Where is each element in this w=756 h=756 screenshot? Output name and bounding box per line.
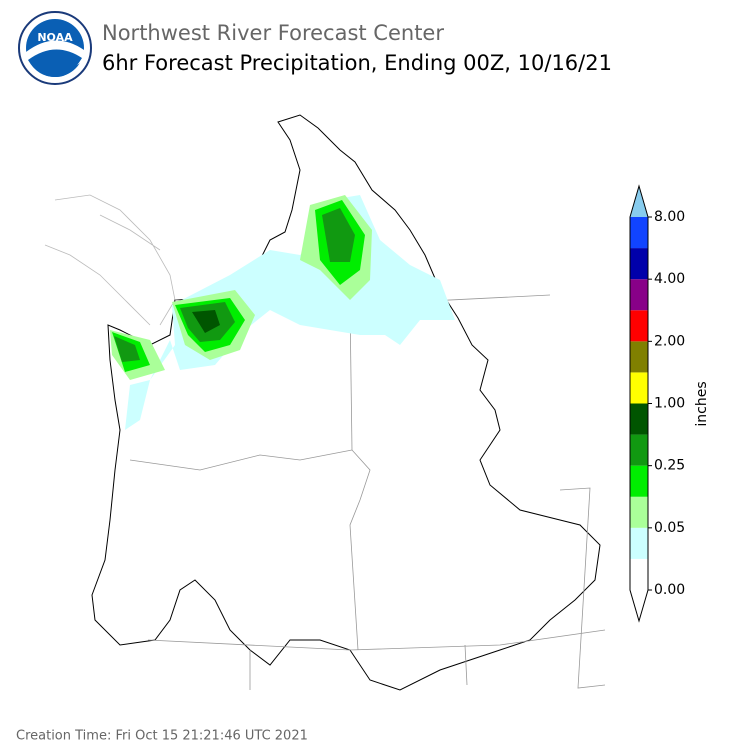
subtitle: 6hr Forecast Precipitation, Ending 00Z, … bbox=[102, 51, 612, 75]
colorbar-segment bbox=[630, 434, 648, 466]
colorbar-tick-label: 0.25 bbox=[654, 458, 685, 474]
canada-coast bbox=[44, 194, 176, 326]
colorbar-segment bbox=[630, 279, 648, 311]
colorbar-label: inches bbox=[694, 381, 710, 426]
colorbar-under bbox=[630, 590, 648, 621]
colorbar-tick-label: 2.00 bbox=[654, 333, 685, 349]
logo-text: NOAA bbox=[37, 31, 73, 44]
colorbar-segment bbox=[630, 527, 648, 559]
colorbar-tick-label: 0.00 bbox=[654, 582, 685, 598]
precipitation bbox=[110, 195, 455, 430]
colorbar-tick-label: 0.05 bbox=[654, 520, 685, 536]
precip-area bbox=[114, 208, 355, 362]
colorbar-segment bbox=[630, 558, 648, 590]
precip-area bbox=[110, 195, 372, 380]
colorbar-tick-label: 4.00 bbox=[654, 271, 685, 287]
colorbar-over bbox=[630, 186, 648, 217]
precip-area bbox=[125, 195, 455, 430]
colorbar-segment bbox=[630, 372, 648, 404]
creation-time: Creation Time: Fri Oct 15 21:21:46 UTC 2… bbox=[16, 729, 308, 744]
precip-area bbox=[192, 310, 220, 333]
colorbar-segment bbox=[630, 496, 648, 528]
colorbar: 0.00 0.05 0.25 1.00 2.00 4.00 8.00 bbox=[629, 184, 685, 623]
colorbar-tick-label: 1.00 bbox=[654, 396, 685, 412]
colorbar-segment bbox=[630, 310, 648, 342]
colorbar-tick-label: 8.00 bbox=[654, 209, 685, 225]
colorbar-segment bbox=[630, 403, 648, 435]
title: Northwest River Forecast Center bbox=[102, 21, 444, 45]
colorbar-segment bbox=[630, 217, 648, 249]
colorbar-segment bbox=[630, 465, 648, 497]
river-basin bbox=[91, 114, 601, 691]
colorbar-segment bbox=[630, 341, 648, 373]
colorbar-segment bbox=[630, 248, 648, 280]
noaa-logo: NOAA bbox=[18, 11, 92, 85]
